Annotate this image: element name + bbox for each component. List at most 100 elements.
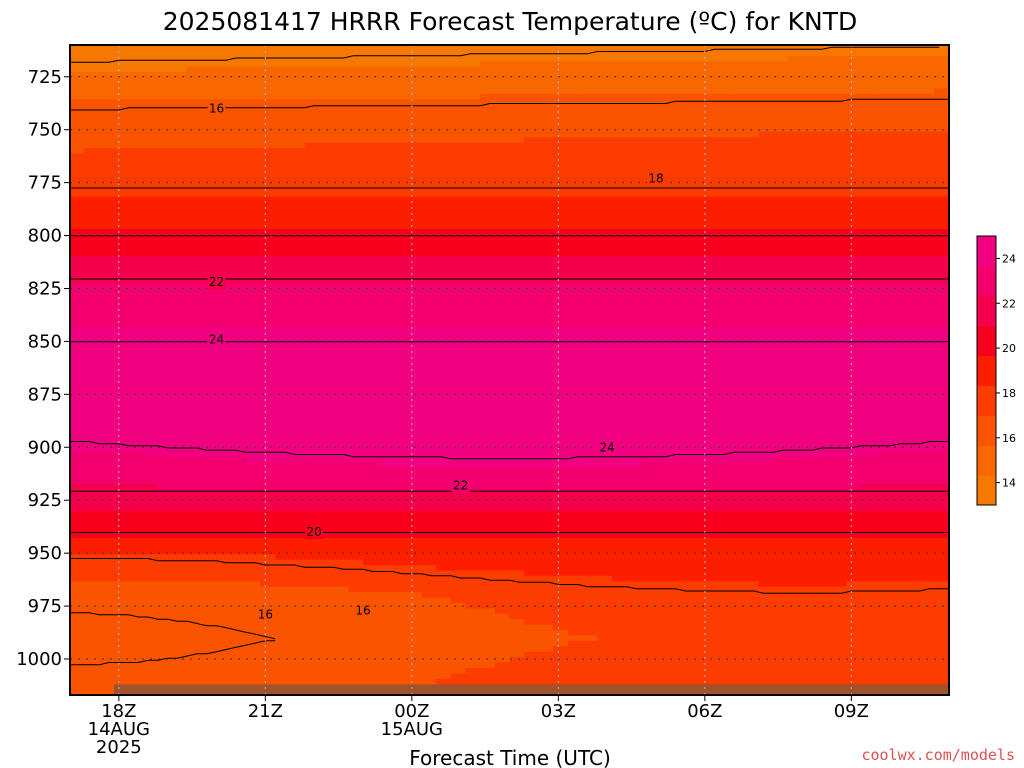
field-cell — [612, 662, 628, 669]
field-cell — [553, 326, 569, 333]
field-cell — [99, 532, 115, 539]
field-cell — [128, 581, 144, 588]
field-cell — [275, 288, 291, 295]
field-cell — [275, 294, 291, 301]
field-cell — [465, 548, 481, 555]
field-cell — [245, 66, 262, 73]
field-cell — [363, 505, 379, 512]
field-cell — [143, 115, 159, 122]
field-cell — [670, 191, 686, 198]
field-cell — [84, 380, 100, 387]
field-cell — [231, 500, 247, 507]
field-cell — [582, 120, 598, 127]
field-cell — [656, 120, 672, 127]
field-cell — [157, 277, 174, 284]
field-cell — [70, 630, 86, 637]
field-cell — [509, 592, 525, 599]
field-cell — [494, 375, 511, 382]
field-cell — [260, 110, 276, 117]
field-cell — [641, 440, 657, 447]
field-cell — [465, 147, 481, 154]
field-cell — [333, 516, 349, 523]
field-cell — [656, 624, 672, 631]
field-cell — [275, 619, 291, 626]
field-cell — [582, 337, 598, 344]
field-cell — [465, 662, 481, 669]
field-cell — [289, 66, 305, 73]
field-cell — [582, 261, 598, 268]
field-cell — [626, 283, 642, 290]
field-cell — [245, 126, 262, 133]
field-cell — [348, 516, 364, 523]
field-cell — [304, 256, 320, 263]
field-cell — [612, 597, 628, 604]
field-cell — [128, 418, 144, 425]
field-cell — [421, 456, 437, 463]
field-cell — [568, 635, 584, 642]
field-cell — [260, 61, 276, 68]
field-cell — [201, 565, 218, 572]
field-cell — [187, 592, 203, 599]
field-cell — [494, 115, 511, 122]
field-cell — [465, 337, 481, 344]
field-cell — [260, 342, 276, 349]
field-cell — [113, 624, 130, 631]
field-cell — [494, 532, 511, 539]
field-cell — [143, 315, 159, 322]
field-cell — [99, 185, 115, 192]
field-cell — [128, 370, 144, 377]
field-cell — [113, 175, 130, 182]
field-cell — [245, 288, 262, 295]
field-cell — [656, 678, 672, 685]
field-cell — [348, 55, 364, 62]
field-cell — [465, 72, 481, 79]
field-cell — [84, 267, 100, 274]
field-cell — [231, 359, 247, 366]
field-cell — [656, 418, 672, 425]
field-cell — [524, 93, 540, 100]
field-cell — [260, 624, 276, 631]
field-cell — [626, 418, 642, 425]
field-cell — [70, 261, 86, 268]
field-cell — [260, 82, 276, 89]
field-cell — [157, 440, 174, 447]
field-cell — [289, 120, 305, 127]
field-cell — [333, 131, 349, 138]
field-cell — [568, 212, 584, 219]
field-cell — [289, 337, 305, 344]
field-cell — [128, 548, 144, 555]
field-cell — [201, 348, 218, 355]
field-cell — [113, 218, 130, 225]
field-cell — [319, 310, 335, 317]
field-cell — [465, 424, 481, 431]
field-cell — [524, 66, 540, 73]
field-cell — [289, 483, 305, 490]
field-cell — [363, 370, 379, 377]
field-cell — [377, 299, 393, 306]
field-cell — [436, 218, 452, 225]
field-cell — [84, 229, 100, 236]
field-cell — [172, 267, 188, 274]
field-cell — [538, 472, 555, 479]
field-cell — [509, 202, 525, 209]
field-cell — [260, 321, 276, 328]
field-cell — [128, 82, 144, 89]
field-cell — [260, 510, 276, 517]
field-cell — [538, 640, 555, 647]
field-cell — [319, 283, 335, 290]
field-cell — [84, 548, 100, 555]
field-cell — [641, 245, 657, 252]
field-cell — [319, 462, 335, 469]
field-cell — [524, 462, 540, 469]
field-cell — [538, 630, 555, 637]
field-cell — [260, 370, 276, 377]
field-cell — [421, 110, 437, 117]
field-cell — [538, 93, 555, 100]
field-cell — [582, 77, 598, 84]
field-cell — [99, 651, 115, 658]
field-cell — [84, 651, 100, 658]
field-cell — [289, 272, 305, 279]
field-cell — [363, 66, 379, 73]
field-cell — [568, 673, 584, 680]
field-cell — [656, 646, 672, 653]
